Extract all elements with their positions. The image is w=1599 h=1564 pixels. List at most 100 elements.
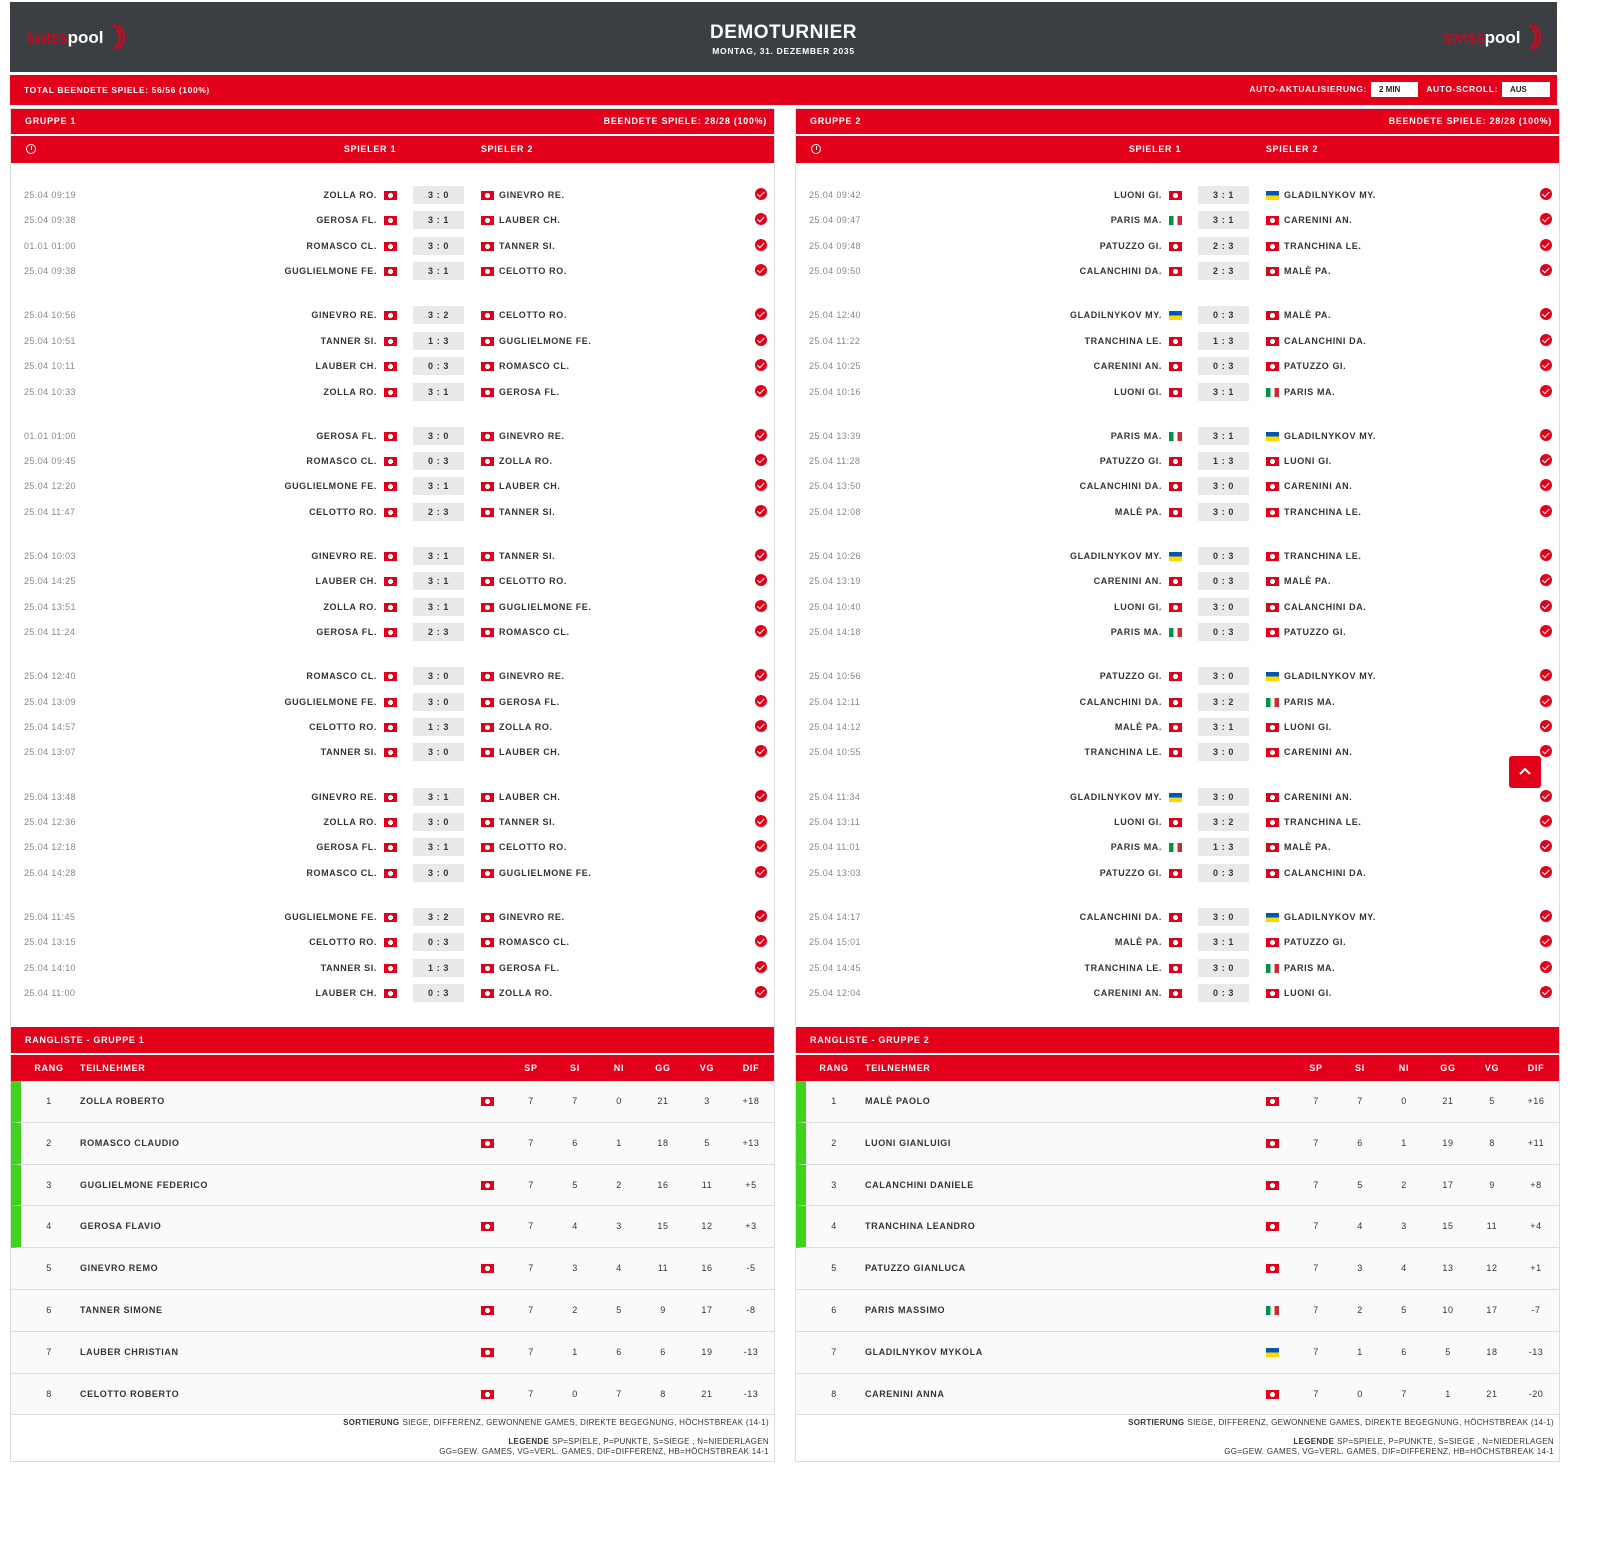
flag bbox=[1266, 311, 1279, 321]
match-time: 25.04 14:12 bbox=[809, 722, 861, 732]
flag bbox=[1266, 507, 1279, 517]
flag bbox=[1169, 938, 1182, 948]
standings-cell: +3 bbox=[745, 1221, 757, 1232]
standings-cell: 7 bbox=[528, 1305, 534, 1315]
match-score: 3 : 1 bbox=[413, 572, 464, 591]
match-time: 25.04 12:40 bbox=[24, 671, 76, 682]
scroll-select[interactable]: AUS bbox=[1502, 82, 1550, 97]
flag bbox=[1266, 628, 1279, 638]
finished-icon bbox=[755, 308, 767, 321]
flag bbox=[1266, 912, 1279, 922]
standings-row: 4 GEROSA FLAVIO 7 4 3 15 12 +3 bbox=[11, 1206, 774, 1249]
standings-cell: 5 bbox=[1489, 1096, 1495, 1106]
finished-icon bbox=[1540, 745, 1552, 758]
flag bbox=[384, 912, 397, 922]
match-score: 3 : 0 bbox=[413, 667, 464, 686]
standings-cell: 3 bbox=[616, 1221, 622, 1232]
sort-label: SORTIERUNG bbox=[343, 1418, 400, 1427]
player2: ZOLLA RO. bbox=[499, 722, 553, 732]
player2: CELOTTO RO. bbox=[499, 266, 567, 277]
player2: GUGLIELMONE FE. bbox=[499, 867, 592, 878]
standings-cell: 12 bbox=[1486, 1263, 1498, 1274]
player1: GLADILNYKOV MY. bbox=[1069, 791, 1162, 802]
flag bbox=[384, 362, 397, 372]
standings-cell: 21 bbox=[657, 1096, 669, 1106]
player1: ZOLLA RO. bbox=[323, 816, 377, 827]
flag bbox=[1169, 507, 1182, 517]
standings-cell: 15 bbox=[657, 1221, 669, 1232]
refresh-label: AUTO-AKTUALISIERUNG: bbox=[1249, 84, 1367, 94]
finished-icon bbox=[1540, 308, 1552, 321]
match-score: 3 : 0 bbox=[1198, 787, 1249, 806]
match-time: 25.04 11:34 bbox=[809, 791, 861, 802]
flag bbox=[1266, 792, 1279, 802]
logo-part: swiss bbox=[1443, 28, 1485, 47]
match-score: 3 : 0 bbox=[413, 863, 464, 882]
header: swisspool swisspool DEMOTURNIER MONTAG, … bbox=[10, 2, 1557, 72]
player2: CELOTTO RO. bbox=[499, 310, 567, 321]
scroll-top-button[interactable] bbox=[1509, 756, 1541, 788]
match-score: 0 : 3 bbox=[1198, 306, 1249, 325]
match-time: 25.04 14:45 bbox=[809, 962, 861, 973]
standings-cell: 8 bbox=[831, 1388, 837, 1399]
flag bbox=[1266, 868, 1279, 878]
standings-cell: 17 bbox=[1486, 1305, 1498, 1315]
player1: LAUBER CH. bbox=[315, 988, 377, 998]
standings-cell: -13 bbox=[743, 1346, 759, 1357]
standings-cell: 1 bbox=[46, 1096, 52, 1106]
match-score: 0 : 3 bbox=[1198, 863, 1249, 882]
player1: CALANCHINI DA. bbox=[1079, 911, 1162, 922]
participant: PARIS MASSIMO bbox=[865, 1305, 946, 1315]
match-score: 3 : 1 bbox=[413, 597, 464, 616]
player1: CARENINI AN. bbox=[1093, 988, 1162, 998]
finished-icon bbox=[1540, 238, 1552, 251]
flag bbox=[1266, 191, 1279, 200]
standings-cell: 11 bbox=[1486, 1221, 1498, 1232]
flag bbox=[384, 672, 397, 682]
flag bbox=[481, 387, 494, 397]
standings-cell: 0 bbox=[616, 1096, 622, 1106]
flag bbox=[1266, 1180, 1279, 1190]
player1: ROMASCO CL. bbox=[306, 671, 377, 682]
match-score: 3 : 1 bbox=[1198, 211, 1249, 230]
clock-icon bbox=[811, 144, 821, 154]
standings-row: 3 GUGLIELMONE FEDERICO 7 5 2 16 11 +5 bbox=[11, 1164, 774, 1207]
flag bbox=[384, 482, 397, 492]
player2: GUGLIELMONE FE. bbox=[499, 335, 592, 346]
participant: CELOTTO ROBERTO bbox=[80, 1388, 180, 1399]
flag bbox=[1169, 748, 1182, 758]
standings-cell: 6 bbox=[616, 1346, 622, 1357]
match-score: 3 : 0 bbox=[1198, 743, 1249, 762]
standings-row: 1 ZOLLA ROBERTO 7 7 0 21 3 +18 bbox=[11, 1081, 774, 1123]
match-score: 3 : 1 bbox=[413, 546, 464, 565]
standings-cell: 3 bbox=[1357, 1263, 1363, 1274]
player2: TRANCHINA LE. bbox=[1284, 550, 1362, 561]
participant: ROMASCO CLAUDIO bbox=[80, 1137, 180, 1148]
finished-icon bbox=[755, 814, 767, 827]
player1: PATUZZO GI. bbox=[1099, 671, 1162, 682]
player1: GEROSA FL. bbox=[316, 842, 377, 853]
finished-icon bbox=[755, 935, 767, 948]
match-time: 25.04 11:45 bbox=[24, 911, 76, 922]
standings-cell: 7 bbox=[1313, 1305, 1319, 1315]
clock-hand bbox=[30, 146, 32, 150]
column-label: SP bbox=[524, 1063, 538, 1073]
match-time: 25.04 11:00 bbox=[24, 988, 76, 998]
standings-cell: 5 bbox=[572, 1179, 578, 1190]
sort-text: SIEGE, DIFFERENZ, GEWONNENE GAMES, DIREK… bbox=[402, 1418, 769, 1427]
player2: GLADILNYKOV MY. bbox=[1284, 911, 1377, 922]
standings-cell: 7 bbox=[1357, 1096, 1363, 1106]
participant: PATUZZO GIANLUCA bbox=[865, 1263, 966, 1274]
match-time: 25.04 13:07 bbox=[24, 747, 76, 758]
standings-cell: 3 bbox=[704, 1096, 710, 1106]
player1: GEROSA FL. bbox=[316, 215, 377, 226]
player2: GEROSA FL. bbox=[499, 386, 560, 397]
column-player1: SPIELER 1 bbox=[343, 144, 397, 154]
refresh-select[interactable]: 2 MIN bbox=[1371, 82, 1418, 97]
finished-icon bbox=[755, 840, 767, 853]
finished-icon bbox=[1540, 599, 1552, 612]
match-time: 25.04 09:38 bbox=[24, 215, 76, 226]
finished-icon bbox=[1540, 789, 1552, 802]
column-label: TEILNEHMER bbox=[80, 1063, 146, 1073]
